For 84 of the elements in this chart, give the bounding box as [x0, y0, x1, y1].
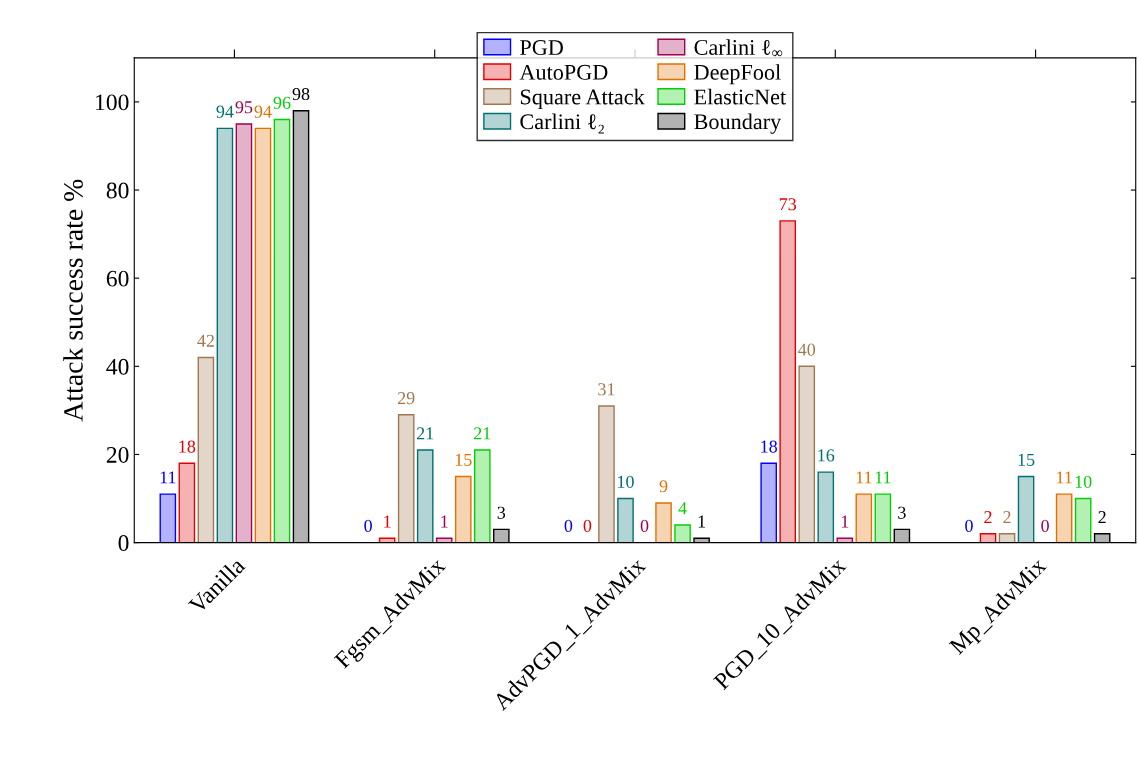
data-label: 0 [1041, 519, 1049, 532]
data-label: 15 [1018, 453, 1035, 466]
bar [874, 493, 892, 543]
legend-label: Carlini ℓ$_{∞}$ [694, 39, 783, 57]
y-tick-label: 60 [106, 270, 129, 287]
bar [254, 127, 272, 543]
y-tick-label: 80 [106, 182, 129, 199]
data-label: 98 [292, 87, 310, 101]
data-label: 9 [659, 480, 668, 493]
data-label: 1 [698, 515, 706, 528]
y-tick-label: 40 [106, 358, 129, 375]
data-label: 0 [640, 519, 649, 532]
data-label: 0 [364, 519, 372, 532]
legend-label: PGD [520, 40, 563, 56]
bar [273, 118, 291, 543]
bar [473, 449, 491, 543]
data-label: 11 [1057, 471, 1072, 484]
data-label: 96 [273, 96, 291, 109]
data-label: 0 [564, 519, 573, 532]
bar [435, 537, 453, 543]
data-label: 40 [798, 343, 816, 356]
data-label: 18 [179, 440, 196, 453]
data-label: 15 [455, 453, 472, 466]
data-label: 94 [216, 105, 234, 118]
data-label: 2 [1003, 511, 1011, 523]
bar [655, 502, 672, 543]
data-label: 11 [856, 471, 872, 484]
bar [216, 127, 234, 543]
bar [998, 533, 1016, 543]
data-label: 21 [474, 427, 491, 440]
data-label: 2 [984, 511, 992, 523]
bar [760, 462, 778, 543]
legend-label: AutoPGD [519, 64, 608, 80]
y-tick-label: 20 [106, 446, 129, 463]
data-label: 3 [898, 506, 906, 519]
legend-label: Carlini ℓ₂ [520, 113, 604, 134]
data-label: 1 [384, 515, 391, 528]
data-label: 95 [235, 101, 253, 114]
bar [798, 365, 816, 543]
bar [674, 524, 691, 543]
data-label: 73 [779, 198, 797, 211]
data-label: 94 [254, 105, 272, 118]
bar [397, 414, 415, 543]
bar [454, 475, 472, 543]
legend-label: Square Attack [520, 88, 645, 110]
data-label: 11 [875, 471, 891, 484]
y-axis-title: Attack success rate % [63, 179, 83, 422]
bar [817, 471, 835, 543]
bar [197, 356, 215, 543]
bar [378, 537, 396, 543]
bar [855, 493, 873, 543]
data-label: 0 [583, 519, 592, 532]
data-label: 29 [397, 392, 415, 405]
bar [779, 220, 797, 543]
legend-label: Boundary [694, 113, 782, 134]
bar [159, 493, 177, 543]
y-tick-label: 0 [118, 535, 129, 552]
bar [178, 462, 196, 543]
bar [235, 123, 253, 543]
bar [979, 533, 997, 543]
bar [416, 449, 434, 543]
data-label: 21 [416, 427, 434, 440]
bar [1017, 475, 1035, 543]
data-label: 0 [965, 519, 973, 532]
legend-label: ElasticNet [694, 88, 787, 105]
data-label: 10 [618, 475, 634, 488]
data-label: 4 [678, 502, 687, 515]
bar [836, 537, 854, 543]
data-label: 11 [160, 471, 176, 484]
legend-label: DeepFool [694, 64, 781, 85]
bar [1074, 497, 1092, 543]
data-label: 16 [818, 449, 835, 462]
data-label: 42 [197, 334, 214, 347]
bar [617, 497, 634, 543]
data-label: 1 [441, 515, 448, 528]
y-tick-label: 100 [96, 94, 129, 111]
data-label: 1 [841, 515, 849, 528]
data-label: 18 [761, 440, 778, 453]
data-label: 31 [598, 383, 615, 396]
data-label: 2 [1098, 511, 1106, 523]
bar [1055, 493, 1073, 543]
data-label: 3 [497, 506, 506, 519]
data-label: 10 [1075, 475, 1092, 488]
bar [598, 405, 615, 543]
